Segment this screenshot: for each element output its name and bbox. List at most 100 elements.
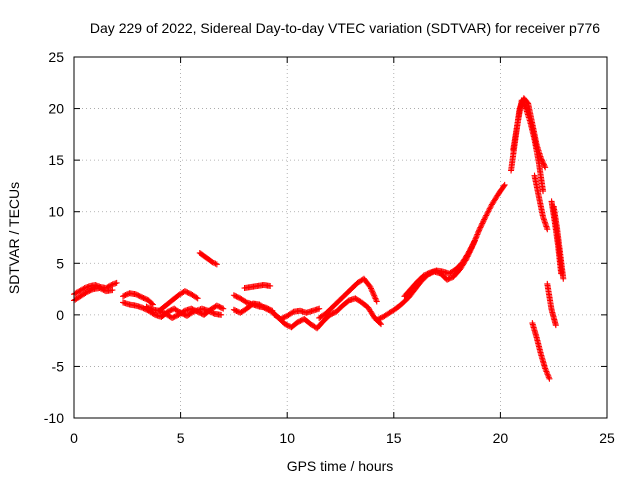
data-point-marker [367,284,374,291]
data-point-marker [97,285,104,292]
data-point-marker [471,238,478,245]
data-point-marker [143,303,150,310]
data-point-marker [444,276,451,283]
data-point-marker [233,293,240,300]
data-point-marker [215,303,222,310]
data-point-marker [213,302,220,309]
data-point-marker [158,308,165,315]
data-point-marker [113,279,120,286]
data-point-marker [211,259,218,266]
data-point-marker [141,295,148,302]
data-point-marker [373,298,380,305]
y-axis-label: SDTVAR / TECUs [6,182,22,294]
data-point-marker [137,293,144,300]
data-point-marker [469,241,476,248]
data-point-marker [161,310,168,317]
data-point-marker [467,245,474,252]
data-point-marker [424,270,431,277]
y-tick-label: 25 [48,49,64,65]
data-point-marker [466,248,473,255]
data-point-marker [148,300,155,307]
chart-title: Day 229 of 2022, Sidereal Day-to-day VTE… [90,20,600,36]
data-point-marker [280,314,287,321]
data-point-marker [148,306,155,313]
data-point-marker [139,304,146,311]
data-point-marker [181,288,188,295]
data-point-marker [157,308,164,315]
data-point-marker [192,307,199,314]
data-point-marker [378,321,385,328]
data-point-marker [279,315,286,322]
data-point-marker [189,306,196,313]
data-point-marker [262,305,269,312]
x-tick-label: 10 [279,430,295,446]
data-point-marker [87,287,94,294]
data-point-marker [482,213,489,220]
data-point-marker [135,292,142,299]
data-point-marker [477,224,484,231]
data-point-marker [447,274,454,281]
data-point-marker [166,308,173,315]
data-point-marker [474,230,481,237]
data-point-marker [86,287,93,294]
axis-ticks: 0 5 10 15 20 25 -10 -5 0 5 10 15 20 25 [44,49,615,446]
data-point-marker [123,291,130,298]
data-point-marker [375,316,382,323]
data-point-marker [369,288,376,295]
data-point-marker [378,314,385,321]
data-point-marker [475,228,482,235]
data-point-marker [220,305,227,312]
data-point-marker [483,211,490,218]
data-point-marker [473,234,480,241]
data-point-marker [289,309,296,316]
data-point-marker [485,208,492,215]
data-point-marker [184,289,191,296]
data-point-marker [520,101,527,108]
data-point-marker [468,243,475,250]
data-point-marker [330,310,337,317]
data-point-marker [167,307,174,314]
data-point-marker [197,310,204,317]
data-point-marker [217,304,224,311]
data-point-marker [486,206,493,213]
data-point-marker [209,259,216,266]
data-point-marker [420,272,427,279]
data-point-marker [80,285,87,292]
data-point-marker [560,275,567,282]
data-point-marker [478,221,485,228]
data-point-marker [501,181,508,188]
data-point-marker [479,220,486,227]
data-point-marker [521,102,528,109]
data-point-marker [140,294,147,301]
data-point-marker [445,276,452,283]
data-point-marker [465,249,472,256]
plot-area-border [73,56,608,419]
y-tick-label: 20 [48,101,64,117]
data-point-marker [149,301,156,308]
data-point-marker [218,311,225,318]
data-point-marker [194,308,201,315]
data-point-marker [371,294,378,301]
data-point-marker [170,314,177,321]
grid-lines [74,57,607,418]
data-point-marker [367,285,374,292]
data-point-marker [471,237,478,244]
data-point-marker [296,318,303,325]
data-point-marker [370,291,377,298]
data-point-marker [283,321,290,328]
data-point-marker [479,219,486,226]
data-point-marker [329,310,336,317]
data-point-marker [265,306,272,313]
data-point-marker [266,307,273,314]
data-point-marker [188,305,195,312]
data-point-marker [132,291,139,298]
data-point-marker [376,315,383,322]
data-point-marker [88,286,95,293]
data-point-marker [480,217,487,224]
data-point-marker [326,311,333,318]
data-point-marker [100,286,107,293]
data-point-marker [169,314,176,321]
data-point-marker [146,304,153,311]
data-point-marker [234,294,241,301]
